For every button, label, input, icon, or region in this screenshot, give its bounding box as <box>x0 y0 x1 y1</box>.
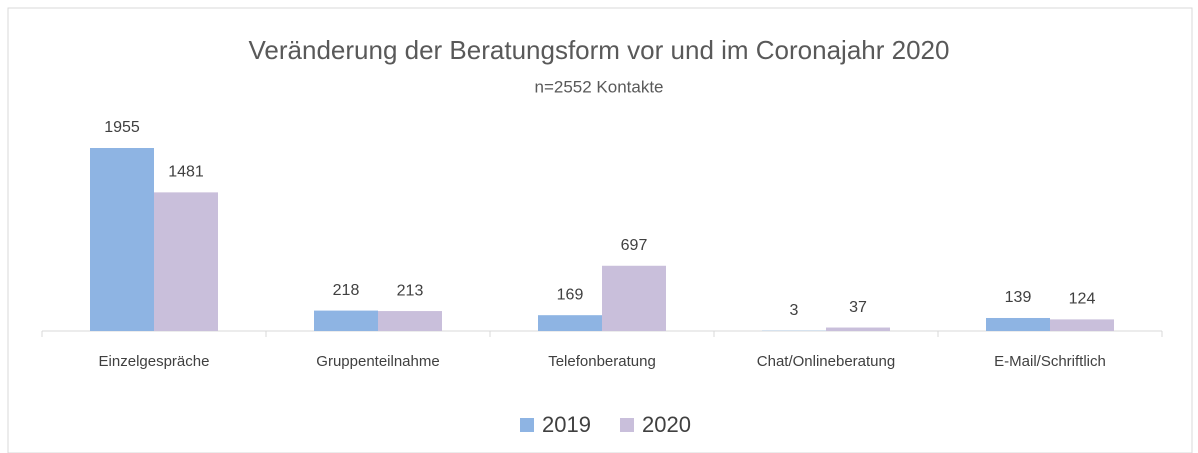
x-tick-label: E-Mail/Schriftlich <box>994 353 1106 370</box>
legend-label: 2020 <box>642 412 691 437</box>
legend-label: 2019 <box>542 412 591 437</box>
x-tick-label: Einzelgespräche <box>99 353 210 370</box>
data-label: 213 <box>397 282 424 299</box>
bar <box>378 311 442 331</box>
data-label: 697 <box>621 237 648 254</box>
bar <box>538 315 602 331</box>
data-label: 1481 <box>168 164 204 181</box>
bar <box>602 265 666 331</box>
data-label: 218 <box>333 282 360 299</box>
data-label: 3 <box>790 302 799 319</box>
bar <box>154 192 218 331</box>
bar <box>986 317 1050 331</box>
legend-swatch <box>520 418 534 432</box>
x-tick-label: Gruppenteilnahme <box>316 353 439 370</box>
chart-title: Veränderung der Beratungsform vor und im… <box>249 35 950 65</box>
x-tick-label: Chat/Onlineberatung <box>757 353 895 370</box>
bar <box>90 148 154 331</box>
bar <box>314 310 378 331</box>
data-label: 1955 <box>104 119 140 136</box>
bar <box>826 327 890 331</box>
legend-swatch <box>620 418 634 432</box>
data-label: 37 <box>849 299 867 316</box>
data-label: 139 <box>1005 289 1032 306</box>
data-label: 169 <box>557 286 584 303</box>
bar <box>1050 319 1114 331</box>
data-label: 124 <box>1069 291 1096 308</box>
chart-subtitle: n=2552 Kontakte <box>534 77 663 96</box>
x-tick-label: Telefonberatung <box>548 353 656 370</box>
